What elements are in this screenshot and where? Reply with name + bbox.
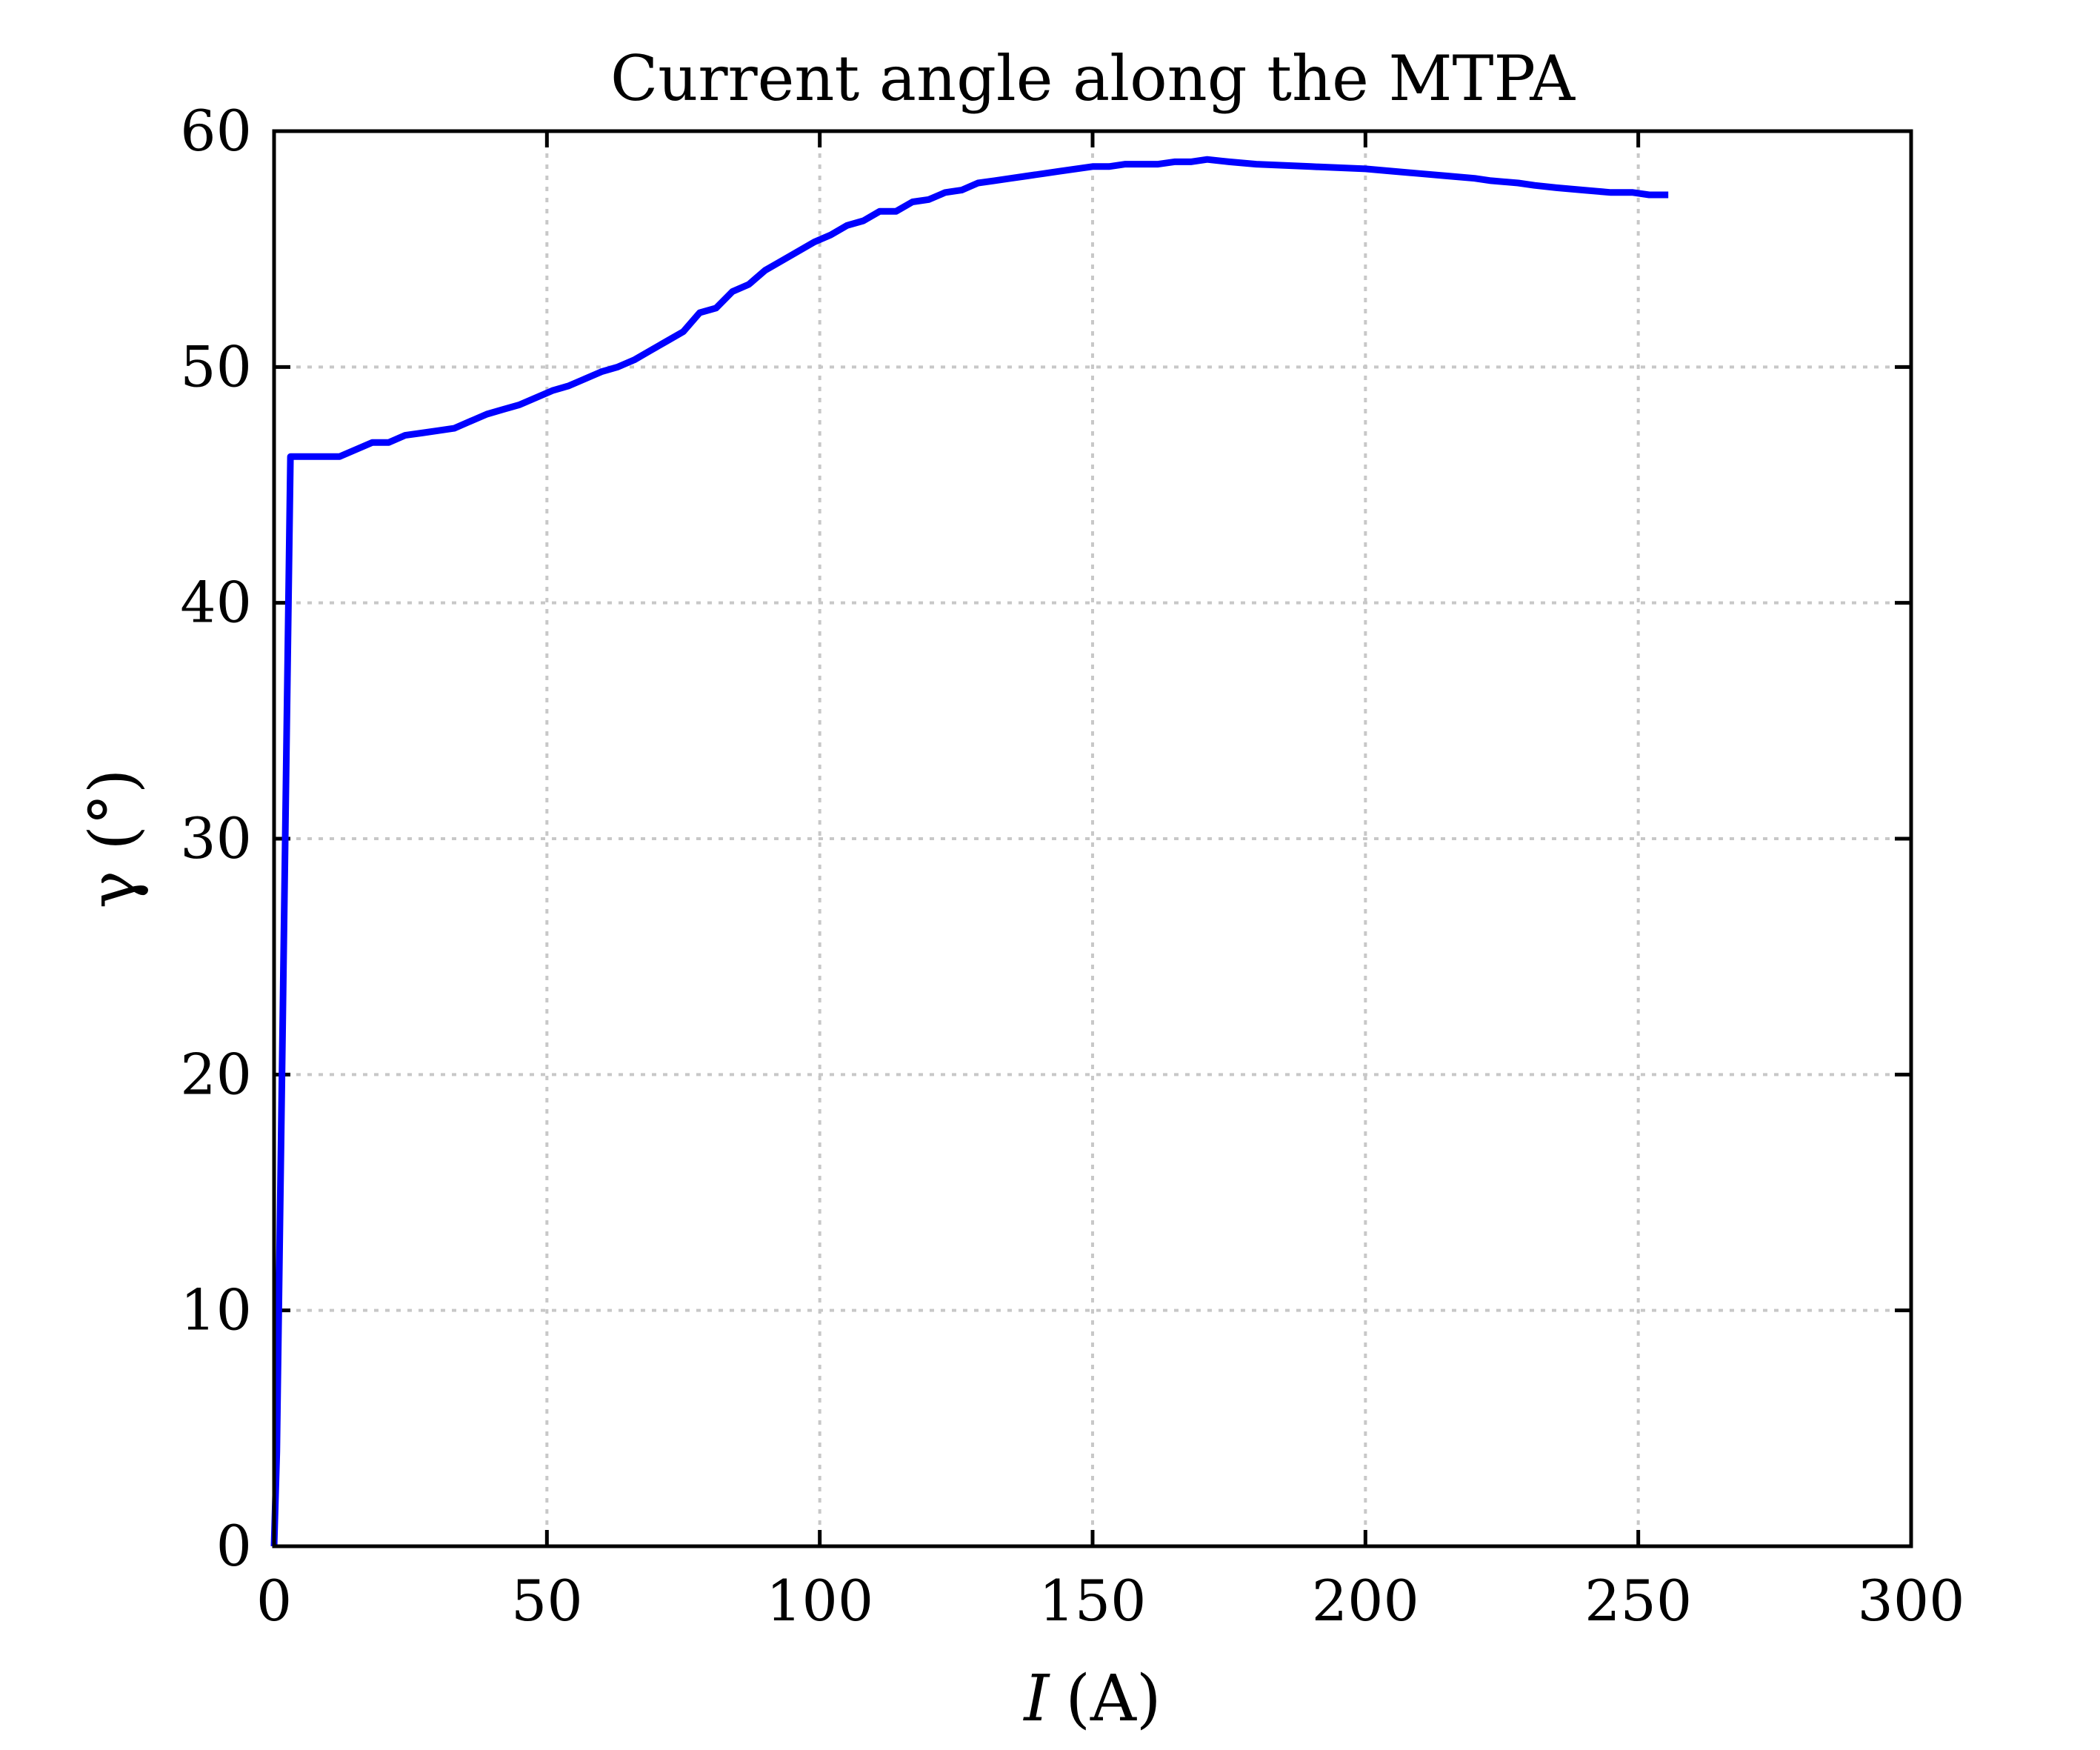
y-tick-label: 20	[180, 1041, 252, 1107]
x-axis-title: I (A)	[1022, 1662, 1161, 1736]
y-axis-title: γ (°)	[76, 769, 150, 909]
y-tick-label: 60	[180, 98, 252, 164]
chart-title: Current angle along the MTPA	[610, 42, 1576, 115]
series-line	[270, 156, 1669, 1547]
y-tick-label: 30	[180, 805, 252, 871]
x-axis-variable: I	[1022, 1662, 1050, 1736]
y-tick-label: 40	[180, 570, 252, 636]
grid-lines	[274, 131, 1911, 1546]
y-tick-label: 0	[216, 1513, 252, 1579]
y-tick-label: 10	[180, 1277, 252, 1343]
x-tick-label: 50	[511, 1568, 583, 1634]
x-axis-unit: (A)	[1065, 1662, 1161, 1736]
tick-labels: 0 50 100 150 200 250 300 0 10 20 30 40 50 60	[180, 98, 1964, 1634]
y-tick-label: 50	[180, 333, 252, 399]
x-tick-label: 0	[256, 1568, 292, 1634]
x-tick-label: 100	[766, 1568, 873, 1634]
series-layer	[270, 156, 1669, 1547]
plot-frame	[272, 129, 1913, 1548]
x-tick-label: 250	[1584, 1568, 1692, 1634]
x-tick-label: 150	[1039, 1568, 1146, 1634]
x-tick-label: 200	[1312, 1568, 1419, 1634]
x-tick-label: 300	[1857, 1568, 1964, 1634]
